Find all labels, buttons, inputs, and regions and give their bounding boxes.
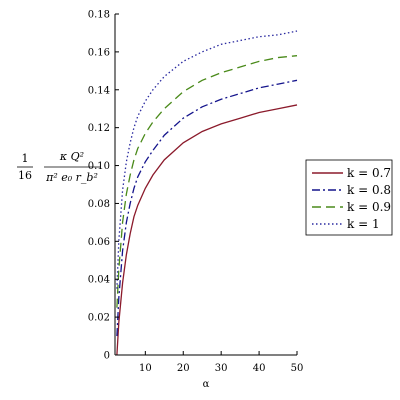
legend-label-1: k = 0.7: [347, 166, 391, 180]
y-axis-label: 1 16 κ Q² π² e₀ r_b²: [17, 150, 100, 184]
plot-area: [116, 30, 298, 356]
y-label-denominator: π² e₀ r_b²: [45, 171, 98, 184]
series-line-3: [116, 55, 298, 308]
y-tick-label: 0.02: [88, 313, 110, 324]
y-ticks: 0 0.02 0.04 0.06 0.08 0.10 0.12 0.14 0.16 0.18: [88, 10, 119, 362]
y-tick-label: 0.18: [88, 10, 110, 21]
legend: k = 0.7 k = 0.8 k = 0.9 k = 1: [305, 159, 393, 236]
x-tick-label: 20: [177, 363, 190, 374]
series-line-2: [116, 79, 298, 337]
x-tick-label: 40: [253, 363, 266, 374]
x-ticks: 10 20 30 40 50: [139, 351, 303, 374]
y-tick-label: 0.06: [88, 237, 110, 248]
y-tick-label: 0.14: [88, 85, 110, 96]
y-tick-label: 0: [104, 351, 110, 362]
series-line-4: [116, 30, 298, 289]
y-label-coef-denominator: 16: [18, 169, 32, 182]
axes: [114, 14, 297, 356]
series-line-1: [116, 104, 298, 356]
legend-label-4: k = 1: [347, 217, 380, 231]
y-label-numerator: κ Q²: [59, 150, 84, 163]
x-tick-label: 50: [291, 363, 304, 374]
x-tick-label: 30: [215, 363, 228, 374]
x-axis-label: α: [203, 379, 210, 390]
legend-label-2: k = 0.8: [347, 183, 391, 197]
y-tick-label: 0.08: [88, 199, 110, 210]
y-label-coef-numerator: 1: [22, 152, 29, 165]
y-tick-label: 0.12: [88, 123, 110, 134]
y-tick-label: 0.10: [88, 161, 110, 172]
legend-label-3: k = 0.9: [347, 200, 391, 214]
y-tick-label: 0.16: [88, 47, 110, 58]
y-tick-label: 0.04: [88, 275, 110, 286]
x-tick-label: 10: [139, 363, 152, 374]
